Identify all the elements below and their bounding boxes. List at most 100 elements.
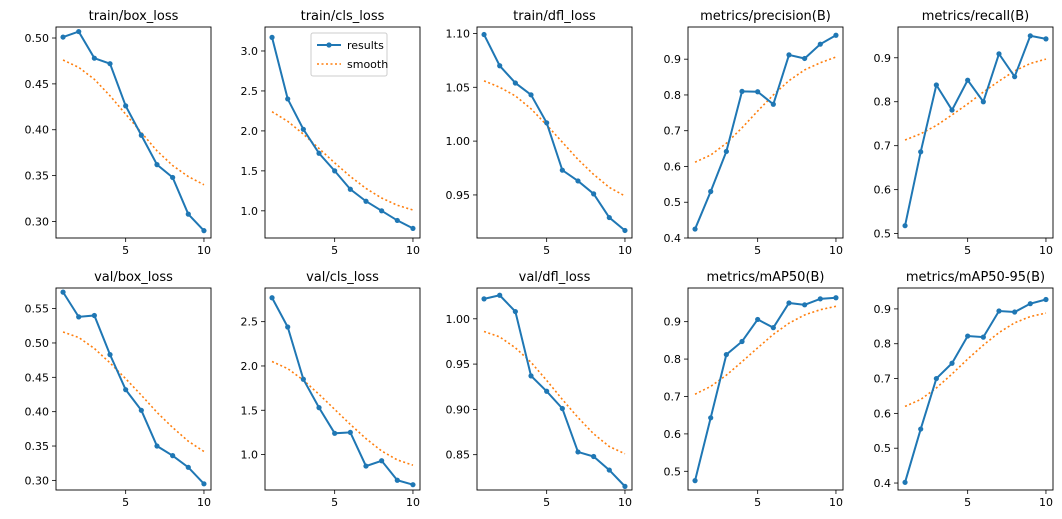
x-tick-label: 5 bbox=[331, 244, 338, 257]
y-tick-label: 1.00 bbox=[446, 313, 471, 326]
panel-title: train/cls_loss bbox=[301, 9, 385, 24]
panel-title: metrics/precision(B) bbox=[700, 9, 831, 24]
chart-panel: train/box_loss 0.30 0.35 0.40 0.45 0.50 5 10 bbox=[25, 9, 212, 257]
axes-frame bbox=[264, 26, 421, 239]
y-tick-label: 0.7 bbox=[664, 390, 682, 403]
axes-frame bbox=[476, 287, 633, 491]
results-point bbox=[739, 88, 745, 94]
results-point bbox=[692, 478, 698, 484]
results-point bbox=[575, 178, 581, 184]
y-tick-label: 0.6 bbox=[664, 160, 682, 173]
results-point bbox=[300, 376, 306, 382]
axes-frame bbox=[897, 26, 1054, 239]
y-tick-label: 1.0 bbox=[241, 205, 259, 218]
y-tick-label: 0.9 bbox=[874, 52, 892, 65]
results-point bbox=[575, 449, 581, 455]
results-point bbox=[918, 426, 924, 432]
y-tick-label: 0.7 bbox=[874, 373, 892, 386]
results-point bbox=[347, 429, 353, 436]
results-point bbox=[123, 103, 129, 109]
results-point bbox=[692, 226, 698, 232]
x-tick-label: 5 bbox=[754, 496, 761, 509]
y-tick-label: 0.55 bbox=[25, 303, 50, 316]
x-tick-label: 5 bbox=[122, 496, 129, 509]
results-point bbox=[996, 51, 1002, 57]
results-point bbox=[138, 407, 144, 413]
y-tick-label: 0.90 bbox=[446, 403, 471, 416]
panel-title: train/box_loss bbox=[89, 9, 179, 24]
y-tick-label: 0.5 bbox=[664, 196, 682, 209]
results-point bbox=[965, 333, 971, 339]
y-tick-label: 0.30 bbox=[25, 474, 50, 487]
axes-frame bbox=[476, 26, 633, 239]
results-point bbox=[591, 191, 597, 197]
chart-panel: metrics/precision(B) 0.4 0.5 0.6 0.7 0.8 0.9 5 1… bbox=[664, 9, 844, 257]
y-tick-label: 0.35 bbox=[25, 440, 50, 453]
results-point bbox=[91, 55, 97, 61]
results-point bbox=[107, 352, 113, 358]
y-tick-label: 1.10 bbox=[446, 27, 471, 40]
results-point bbox=[347, 186, 353, 192]
x-tick-label: 5 bbox=[331, 496, 338, 509]
results-point bbox=[1012, 309, 1018, 315]
results-point bbox=[949, 107, 955, 113]
x-tick-label: 10 bbox=[197, 496, 211, 509]
results-point bbox=[60, 289, 66, 295]
x-tick-label: 10 bbox=[829, 244, 843, 257]
panel-title: train/dfl_loss bbox=[513, 9, 596, 24]
results-point bbox=[138, 132, 144, 138]
y-tick-label: 0.95 bbox=[446, 189, 471, 202]
results-point bbox=[481, 31, 487, 38]
legend: results smooth bbox=[310, 32, 388, 77]
smooth-series-line bbox=[62, 331, 205, 453]
x-tick-label: 10 bbox=[829, 496, 843, 509]
legend-results-label: results bbox=[347, 39, 384, 52]
y-tick-label: 0.6 bbox=[874, 184, 892, 197]
y-tick-label: 0.7 bbox=[874, 140, 892, 153]
y-tick-label: 0.8 bbox=[874, 338, 892, 351]
smooth-series-line bbox=[483, 330, 626, 455]
y-tick-label: 0.35 bbox=[25, 170, 50, 183]
x-tick-label: 5 bbox=[122, 244, 129, 257]
results-point bbox=[708, 415, 714, 421]
results-point bbox=[201, 228, 207, 234]
results-point bbox=[817, 296, 823, 302]
y-tick-label: 0.50 bbox=[25, 337, 50, 350]
y-tick-label: 0.9 bbox=[874, 303, 892, 316]
y-tick-label: 0.8 bbox=[664, 353, 682, 366]
results-point bbox=[1043, 296, 1049, 303]
results-point bbox=[394, 217, 400, 224]
results-point bbox=[755, 316, 761, 323]
results-series-line bbox=[271, 37, 414, 230]
results-point bbox=[107, 61, 113, 67]
axes-frame bbox=[55, 26, 212, 239]
results-point bbox=[410, 225, 416, 232]
results-point bbox=[316, 150, 322, 156]
chart-panel: metrics/mAP50-95(B) 0.4 0.5 0.6 0.7 0.8 0.9 5 10 bbox=[874, 270, 1054, 509]
x-tick-label: 5 bbox=[543, 244, 550, 257]
results-point bbox=[802, 302, 808, 308]
y-tick-label: 2.5 bbox=[241, 85, 259, 98]
legend-results-marker bbox=[326, 42, 332, 48]
results-point bbox=[1012, 74, 1018, 80]
results-point bbox=[185, 464, 191, 470]
results-point bbox=[154, 443, 160, 449]
results-point bbox=[723, 148, 729, 155]
results-point bbox=[300, 126, 306, 132]
chart-panel: metrics/mAP50(B) 0.5 0.6 0.7 0.8 0.9 5 10 bbox=[664, 270, 844, 509]
y-tick-label: 0.95 bbox=[446, 358, 471, 371]
axes-frame bbox=[687, 287, 844, 491]
results-point bbox=[708, 188, 714, 195]
results-point bbox=[123, 387, 129, 393]
chart-panel: val/box_loss 0.30 0.35 0.40 0.45 0.50 0.55 5 10 bbox=[25, 270, 212, 509]
chart-panel: train/dfl_loss 0.95 1.00 1.05 1.10 5 10 bbox=[446, 9, 633, 257]
y-tick-label: 0.4 bbox=[664, 232, 682, 245]
results-point bbox=[363, 463, 369, 469]
y-tick-label: 0.6 bbox=[664, 428, 682, 441]
results-point bbox=[965, 77, 971, 83]
axes-frame bbox=[55, 287, 212, 491]
results-point bbox=[379, 458, 385, 464]
y-tick-label: 0.5 bbox=[874, 228, 892, 241]
results-point bbox=[363, 198, 369, 204]
